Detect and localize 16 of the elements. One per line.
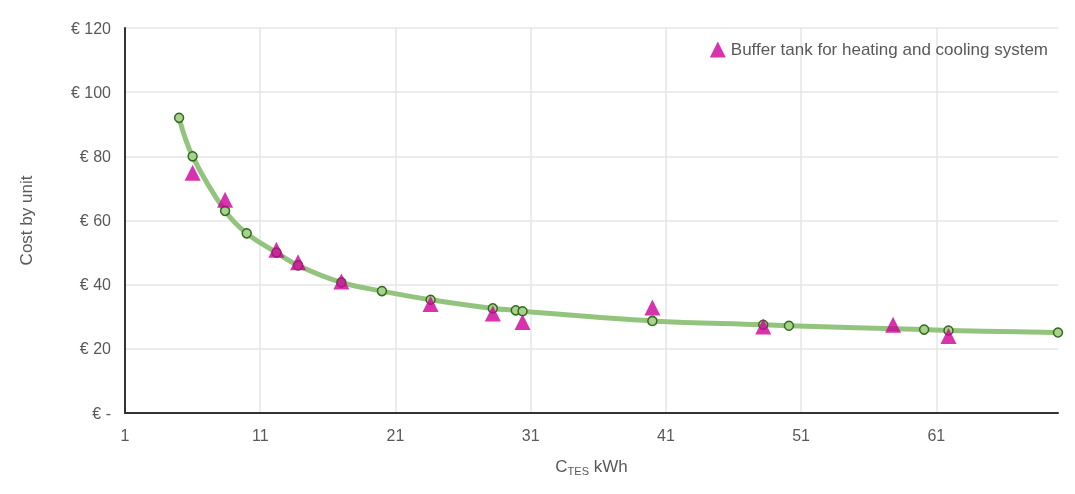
y-tick-label: € 100 [70,83,112,101]
x-tick-label: 1 [120,426,130,444]
y-tick-label: € - [92,404,111,422]
y-axis-title: Cost by unit [17,175,36,266]
y-tick-label: € 80 [79,147,112,165]
x-tick-label: 11 [251,426,269,444]
legend-label: Buffer tank for heating and cooling system [730,40,1049,59]
y-tick-label: € 40 [79,276,112,294]
x-tick-label: 61 [927,426,946,444]
x-tick-label: 31 [521,426,540,444]
y-tick-label: € 120 [70,19,112,37]
x-tick-label: 21 [386,426,405,444]
x-tick-label: 41 [656,426,675,444]
x-tick-label: 51 [792,426,811,444]
y-tick-label: € 60 [79,212,112,229]
y-tick-label: € 20 [79,340,112,358]
